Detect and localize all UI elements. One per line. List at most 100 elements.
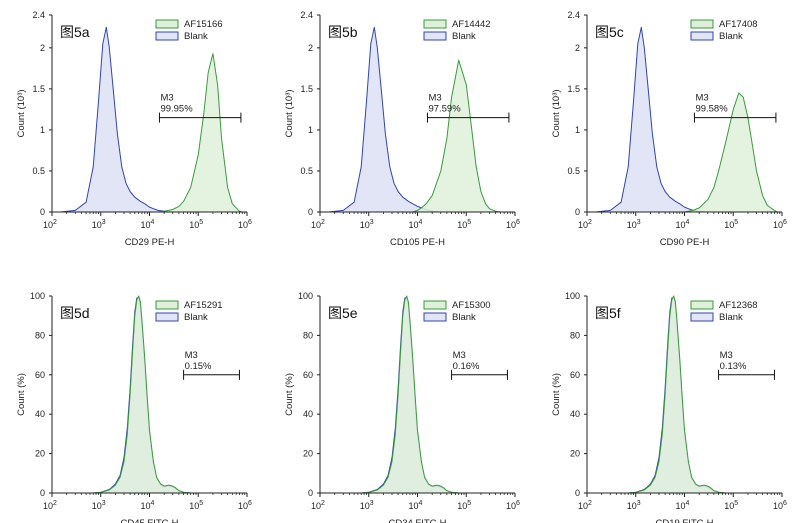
x-tick-label: 104 bbox=[409, 219, 423, 230]
x-tick-exponent: 4 bbox=[686, 219, 690, 226]
legend-swatch bbox=[423, 312, 447, 322]
legend-label: AF15291 bbox=[184, 300, 223, 311]
series-area-sample bbox=[92, 295, 192, 494]
x-tick-exponent: 2 bbox=[588, 219, 592, 226]
panel-label: 图5d bbox=[60, 305, 90, 321]
x-tick-base: 10 bbox=[724, 501, 734, 511]
x-tick-label: 105 bbox=[724, 500, 738, 511]
y-axis-label: Count (%) bbox=[551, 373, 562, 416]
y-tick-label: 40 bbox=[570, 409, 580, 419]
x-tick-label: 104 bbox=[141, 219, 155, 230]
legend-label: Blank bbox=[452, 31, 476, 42]
x-tick-label: 105 bbox=[724, 219, 738, 230]
x-tick-label: 106 bbox=[773, 500, 787, 511]
y-tick-label: 0 bbox=[308, 488, 313, 498]
x-tick-base: 10 bbox=[578, 220, 588, 230]
x-tick-exponent: 4 bbox=[419, 500, 423, 507]
legend-label: AF12368 bbox=[719, 300, 758, 311]
x-tick-base: 10 bbox=[676, 501, 686, 511]
y-tick-label: 1.5 bbox=[567, 84, 580, 94]
y-tick-label: 1 bbox=[308, 125, 313, 135]
x-tick-label: 106 bbox=[506, 500, 520, 511]
y-axis-label: Count (10³) bbox=[16, 89, 27, 137]
x-tick-exponent: 3 bbox=[102, 219, 106, 226]
y-tick-label: 0 bbox=[40, 488, 45, 498]
gate-percent: 99.58% bbox=[695, 104, 728, 115]
x-tick-label: 102 bbox=[43, 500, 57, 511]
gate-name: M3 bbox=[720, 350, 733, 361]
legend-swatch bbox=[423, 31, 447, 41]
x-tick-label: 106 bbox=[238, 219, 252, 230]
x-tick-exponent: 6 bbox=[783, 500, 787, 507]
x-tick-label: 106 bbox=[506, 219, 520, 230]
x-tick-exponent: 3 bbox=[370, 500, 374, 507]
x-tick-base: 10 bbox=[627, 220, 637, 230]
x-tick-exponent: 5 bbox=[734, 219, 738, 226]
y-tick-label: 20 bbox=[35, 449, 45, 459]
x-tick-label: 104 bbox=[676, 500, 690, 511]
gate-percent: 0.15% bbox=[185, 361, 212, 372]
x-axis-label: CD90 PE-H bbox=[660, 237, 710, 248]
x-tick-exponent: 2 bbox=[53, 500, 57, 507]
y-tick-label: 0 bbox=[575, 488, 580, 498]
series-area-sample bbox=[627, 295, 727, 494]
y-tick-label: 60 bbox=[35, 370, 45, 380]
y-tick-label: 0.5 bbox=[567, 166, 580, 176]
x-tick-exponent: 5 bbox=[199, 500, 203, 507]
y-tick-label: 2.4 bbox=[300, 10, 313, 20]
x-axis-label: CD19 FITC-H bbox=[655, 518, 713, 523]
gate-percent: 97.59% bbox=[428, 104, 461, 115]
x-tick-base: 10 bbox=[43, 501, 53, 511]
legend-label: Blank bbox=[719, 31, 743, 42]
y-tick-label: 1 bbox=[40, 125, 45, 135]
x-tick-label: 103 bbox=[627, 500, 641, 511]
x-tick-base: 10 bbox=[457, 501, 467, 511]
x-tick-exponent: 2 bbox=[321, 219, 325, 226]
x-tick-base: 10 bbox=[506, 220, 516, 230]
x-tick-exponent: 4 bbox=[419, 219, 423, 226]
panel-label: 图5f bbox=[595, 305, 621, 321]
legend-swatch bbox=[155, 300, 179, 310]
histogram-panel: 020406080100102103104105106CD19 FITC-HCo… bbox=[551, 291, 787, 523]
x-tick-label: 104 bbox=[409, 500, 423, 511]
x-tick-base: 10 bbox=[238, 220, 248, 230]
x-tick-base: 10 bbox=[773, 501, 783, 511]
gate-percent: 99.95% bbox=[160, 104, 193, 115]
y-tick-label: 60 bbox=[303, 370, 313, 380]
x-tick-exponent: 6 bbox=[516, 500, 520, 507]
legend-swatch bbox=[155, 31, 179, 41]
y-tick-label: 2.4 bbox=[567, 10, 580, 20]
legend-label: AF15166 bbox=[184, 19, 223, 30]
x-tick-label: 106 bbox=[238, 500, 252, 511]
x-axis-label: CD45 FITC-H bbox=[120, 518, 178, 523]
y-axis-label: Count (10³) bbox=[551, 89, 562, 137]
x-tick-label: 103 bbox=[627, 219, 641, 230]
y-tick-label: 80 bbox=[570, 330, 580, 340]
x-axis-label: CD34 FITC-H bbox=[388, 518, 446, 523]
gate-percent: 0.16% bbox=[453, 361, 480, 372]
histogram-panel: 020406080100102103104105106CD34 FITC-HCo… bbox=[284, 291, 520, 523]
x-tick-exponent: 6 bbox=[248, 219, 252, 226]
y-tick-label: 1.5 bbox=[300, 84, 313, 94]
legend-label: Blank bbox=[184, 31, 208, 42]
x-tick-label: 103 bbox=[92, 500, 106, 511]
x-tick-exponent: 3 bbox=[637, 219, 641, 226]
x-tick-label: 102 bbox=[578, 500, 592, 511]
y-tick-label: 2 bbox=[575, 43, 580, 53]
x-tick-base: 10 bbox=[457, 220, 467, 230]
x-tick-base: 10 bbox=[311, 220, 321, 230]
x-tick-exponent: 6 bbox=[248, 500, 252, 507]
y-tick-label: 100 bbox=[565, 291, 580, 301]
y-axis-label: Count (10³) bbox=[284, 89, 295, 137]
x-tick-exponent: 5 bbox=[734, 500, 738, 507]
gate-name: M3 bbox=[453, 350, 466, 361]
x-tick-base: 10 bbox=[43, 220, 53, 230]
x-tick-base: 10 bbox=[92, 220, 102, 230]
y-tick-label: 40 bbox=[35, 409, 45, 419]
x-tick-label: 102 bbox=[311, 219, 325, 230]
x-tick-exponent: 6 bbox=[516, 219, 520, 226]
legend-label: AF14442 bbox=[452, 19, 491, 30]
y-tick-label: 20 bbox=[570, 449, 580, 459]
